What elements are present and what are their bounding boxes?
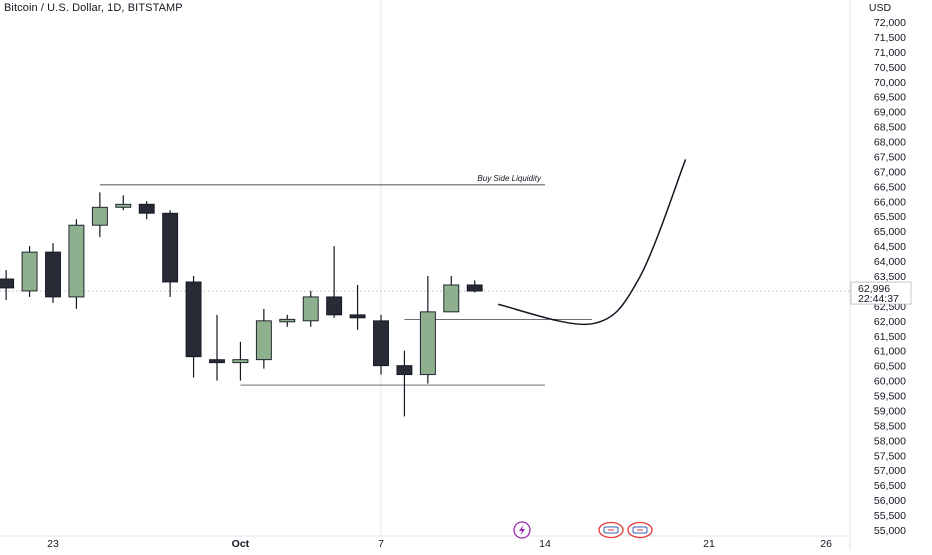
price-tick-label: 71,000 bbox=[874, 47, 906, 59]
candle-body-bearish bbox=[466, 284, 483, 292]
time-tick-label: 7 bbox=[378, 538, 384, 550]
price-tick-label: 60,000 bbox=[874, 376, 906, 388]
price-tick-label: 55,500 bbox=[874, 510, 906, 522]
candle[interactable] bbox=[373, 314, 389, 375]
candle[interactable] bbox=[209, 314, 225, 381]
candle[interactable] bbox=[21, 246, 38, 297]
candle-body-bullish bbox=[232, 359, 249, 364]
candle-body-bearish bbox=[45, 251, 61, 298]
price-tick-label: 66,500 bbox=[874, 181, 906, 193]
price-tick-label: 65,500 bbox=[874, 211, 906, 223]
price-tick-label: 57,000 bbox=[874, 465, 906, 477]
price-tick-label: 59,500 bbox=[874, 391, 906, 403]
candle[interactable] bbox=[349, 284, 366, 330]
time-tick-label: 23 bbox=[47, 538, 59, 550]
candle-body-bearish bbox=[209, 359, 225, 364]
price-tick-label: 70,000 bbox=[874, 77, 906, 89]
lightning-event-icon[interactable] bbox=[513, 521, 531, 539]
candle-body-bullish bbox=[68, 224, 85, 298]
price-tick-label: 72,000 bbox=[874, 17, 906, 29]
price-tick-label: 61,000 bbox=[874, 346, 906, 358]
candle-body-bearish bbox=[0, 278, 15, 289]
dividend-event-icon[interactable] bbox=[627, 521, 653, 539]
level-label-buy-side-liquidity: Buy Side Liquidity bbox=[477, 174, 542, 183]
candle[interactable] bbox=[0, 270, 15, 300]
price-tick-label: 68,500 bbox=[874, 122, 906, 134]
candle-body-bullish bbox=[21, 251, 38, 292]
price-tick-label: 64,500 bbox=[874, 241, 906, 253]
price-tick-label: 64,000 bbox=[874, 256, 906, 268]
time-tick-label: Oct bbox=[232, 538, 250, 550]
price-tick-label: 60,500 bbox=[874, 361, 906, 373]
candle[interactable] bbox=[302, 290, 319, 327]
price-axis-currency: USD bbox=[869, 2, 892, 14]
price-tick-label: 61,500 bbox=[874, 331, 906, 343]
candle-body-bullish bbox=[279, 318, 296, 323]
candle[interactable] bbox=[232, 341, 249, 381]
time-tick-label: 14 bbox=[539, 538, 551, 550]
candle-body-bullish bbox=[443, 284, 460, 313]
price-tick-label: 63,500 bbox=[874, 271, 906, 283]
price-tick-label: 67,500 bbox=[874, 151, 906, 163]
price-tick-label: 71,500 bbox=[874, 32, 906, 44]
candle[interactable] bbox=[91, 192, 108, 238]
price-tick-label: 56,500 bbox=[874, 480, 906, 492]
candle[interactable] bbox=[185, 276, 202, 378]
candle[interactable] bbox=[255, 308, 272, 369]
bar-countdown: 22:44:37 bbox=[858, 293, 899, 305]
candle[interactable] bbox=[68, 219, 85, 309]
candle[interactable] bbox=[138, 201, 155, 220]
price-tick-label: 68,000 bbox=[874, 137, 906, 149]
candle[interactable] bbox=[466, 280, 483, 293]
dividend-event-icon[interactable] bbox=[598, 521, 624, 539]
chart-title: Bitcoin / U.S. Dollar, 1D, BITSTAMP bbox=[4, 2, 183, 14]
candle[interactable] bbox=[45, 243, 61, 303]
price-tick-label: 67,000 bbox=[874, 166, 906, 178]
projection-curve[interactable] bbox=[497, 159, 687, 326]
candle-body-bearish bbox=[326, 296, 343, 316]
price-tick-label: 59,000 bbox=[874, 405, 906, 417]
candle-body-bullish bbox=[91, 206, 108, 226]
candle[interactable] bbox=[115, 195, 132, 211]
price-tick-label: 57,500 bbox=[874, 450, 906, 462]
price-tick-label: 58,500 bbox=[874, 420, 906, 432]
time-tick-label: 26 bbox=[820, 538, 832, 550]
last-price-value: 62,996 bbox=[858, 283, 890, 295]
price-tick-label: 66,000 bbox=[874, 196, 906, 208]
candle-body-bearish bbox=[349, 314, 366, 319]
candle[interactable] bbox=[326, 246, 343, 318]
price-tick-label: 55,000 bbox=[874, 525, 906, 537]
candle-body-bullish bbox=[115, 203, 132, 208]
time-tick-label: 21 bbox=[703, 538, 715, 550]
candle[interactable] bbox=[162, 210, 179, 297]
candle-body-bullish bbox=[419, 311, 436, 376]
price-tick-label: 69,000 bbox=[874, 107, 906, 119]
candle[interactable] bbox=[419, 276, 436, 384]
price-tick-label: 56,000 bbox=[874, 495, 906, 507]
candle-body-bearish bbox=[373, 320, 389, 367]
price-tick-label: 58,000 bbox=[874, 435, 906, 447]
price-tick-label: 69,500 bbox=[874, 92, 906, 104]
candle[interactable] bbox=[443, 276, 460, 313]
candle-body-bullish bbox=[255, 320, 272, 361]
candle[interactable] bbox=[279, 314, 296, 327]
candle-body-bullish bbox=[302, 296, 319, 322]
candle[interactable] bbox=[396, 350, 413, 417]
price-tick-label: 65,000 bbox=[874, 226, 906, 238]
candle-body-bearish bbox=[162, 212, 179, 283]
candle-body-bearish bbox=[138, 203, 155, 214]
candle-body-bearish bbox=[396, 365, 413, 376]
price-tick-label: 62,000 bbox=[874, 316, 906, 328]
candle-body-bearish bbox=[185, 281, 202, 358]
price-tick-label: 70,500 bbox=[874, 62, 906, 74]
